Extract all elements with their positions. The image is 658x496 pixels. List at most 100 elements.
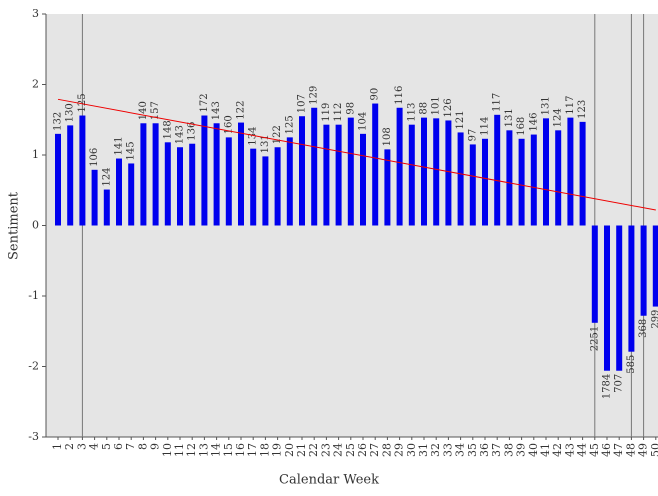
bar — [457, 132, 464, 226]
count-label: 117 — [565, 96, 576, 115]
bar — [372, 103, 379, 226]
count-label: 146 — [528, 112, 539, 131]
bar — [604, 225, 610, 371]
count-label: 88 — [419, 102, 430, 115]
x-tick-label: 38 — [502, 443, 515, 457]
count-label: 125 — [77, 93, 88, 112]
x-tick-label: 10 — [161, 443, 174, 457]
count-label: 122 — [272, 125, 283, 144]
bar — [250, 148, 257, 226]
bar — [469, 144, 476, 226]
x-tick-label: 36 — [478, 443, 491, 457]
x-tick-label: 1 — [51, 443, 64, 450]
x-tick-label: 35 — [466, 443, 479, 457]
count-label: 299 — [650, 310, 658, 329]
count-label: 132 — [53, 112, 64, 131]
bar — [433, 118, 440, 226]
bar — [494, 114, 501, 226]
count-label: 106 — [89, 148, 100, 167]
count-label: 1784 — [602, 374, 613, 399]
count-label: 131 — [504, 108, 515, 127]
x-tick-label: 45 — [588, 443, 601, 457]
x-tick-label: 16 — [234, 443, 247, 457]
x-tick-label: 26 — [356, 443, 369, 457]
count-label: 114 — [480, 117, 491, 136]
count-label: 707 — [614, 374, 625, 393]
count-label: 160 — [223, 115, 234, 134]
bar — [79, 115, 86, 226]
bar — [299, 116, 305, 226]
trend-line — [57, 98, 656, 211]
x-tick-label: 31 — [417, 443, 430, 457]
x-tick-label: 12 — [185, 443, 198, 457]
count-label: 129 — [309, 86, 320, 105]
count-label: 368 — [638, 319, 649, 338]
bar — [530, 134, 537, 226]
bar — [274, 147, 281, 226]
bar — [55, 133, 61, 226]
x-tick-label: 20 — [283, 443, 296, 457]
x-tick-label: 28 — [380, 443, 393, 457]
count-label: 145 — [126, 141, 137, 160]
y-tick-label: 1 — [32, 148, 39, 161]
count-label: 116 — [394, 86, 405, 105]
x-tick-label: 32 — [429, 443, 442, 457]
x-tick-label: 3 — [75, 443, 88, 450]
x-tick-label: 2 — [63, 443, 76, 450]
count-label: 585 — [626, 355, 637, 374]
bar — [189, 143, 196, 226]
y-tick-label: -1 — [28, 289, 39, 302]
x-tick-label: 17 — [246, 443, 259, 457]
count-label: 124 — [553, 108, 564, 127]
bar — [140, 123, 147, 226]
bar — [482, 138, 488, 226]
bar — [360, 133, 366, 226]
bar — [91, 169, 98, 226]
x-tick-label: 30 — [405, 443, 418, 457]
x-tick-label: 49 — [637, 443, 650, 457]
count-label: 124 — [101, 167, 112, 186]
count-label: 112 — [333, 103, 344, 122]
count-label: 104 — [358, 112, 369, 131]
count-label: 131 — [260, 134, 271, 153]
count-label: 2251 — [589, 326, 600, 351]
y-axis-label: Sentiment — [7, 191, 22, 260]
count-label: 125 — [284, 115, 295, 134]
bar — [286, 137, 293, 226]
count-label: 136 — [187, 122, 198, 141]
bar — [311, 107, 318, 226]
bar — [347, 117, 354, 226]
x-tick-label: 22 — [307, 443, 320, 457]
count-label: 168 — [516, 117, 527, 136]
bar — [116, 158, 122, 226]
x-tick-label: 11 — [173, 443, 186, 457]
count-label: 113 — [406, 103, 417, 122]
x-tick-label: 25 — [344, 443, 357, 457]
x-tick-label: 37 — [490, 443, 503, 457]
x-tick-label: 33 — [441, 443, 454, 457]
count-label: 130 — [65, 103, 76, 122]
x-tick-label: 15 — [222, 443, 235, 457]
bar — [421, 117, 427, 226]
x-tick-label: 5 — [100, 443, 113, 450]
y-tick-label: 2 — [32, 78, 39, 91]
bar — [67, 125, 74, 226]
bar — [543, 118, 549, 226]
bar — [408, 124, 415, 226]
bar — [152, 123, 159, 226]
bar — [506, 130, 513, 226]
x-tick-label: 4 — [88, 443, 101, 450]
count-label: 157 — [150, 101, 161, 120]
x-tick-label: 34 — [454, 443, 467, 457]
count-label: 143 — [175, 125, 186, 144]
bar — [445, 120, 452, 226]
x-tick-label: 24 — [332, 443, 345, 457]
count-label: 126 — [443, 98, 454, 117]
count-label: 101 — [431, 96, 442, 115]
x-tick-label: 18 — [258, 443, 271, 457]
bar — [652, 225, 658, 307]
count-label: 131 — [541, 96, 552, 115]
bar — [384, 149, 391, 226]
count-label: 121 — [455, 110, 466, 129]
